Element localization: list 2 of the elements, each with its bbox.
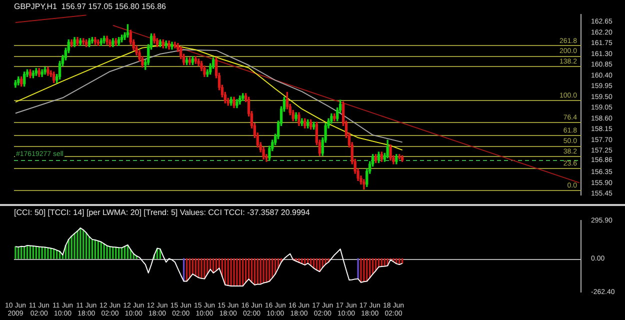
chart-title: GBPJPY,H1 156.97 157.05 156.80 156.86: [14, 2, 167, 12]
chart-title: [CCI: 50] [TCCI: 14] [per LWMA: 20] [Trend: 5] Values: CCI TCCI: -37.3587 20.9994: [14, 208, 310, 218]
